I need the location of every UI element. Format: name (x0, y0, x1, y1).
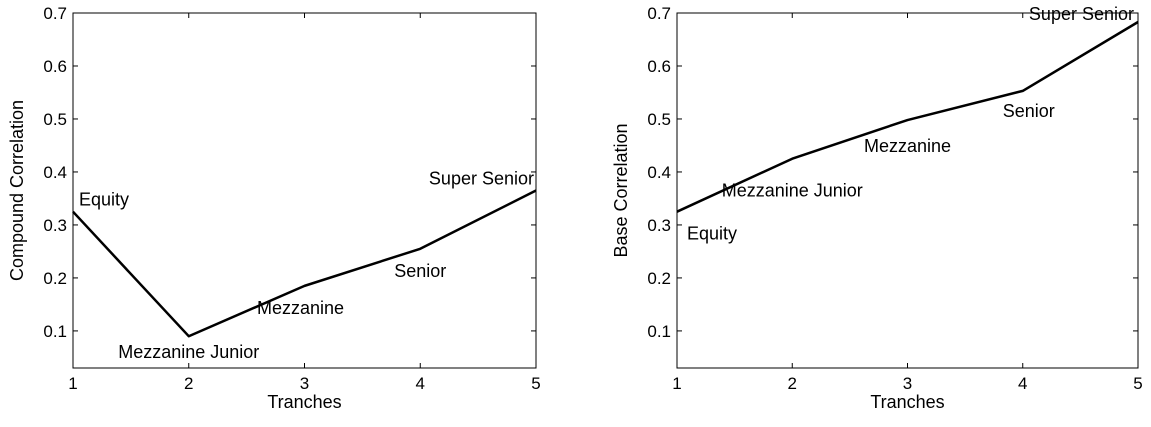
y-tick-label: 0.2 (647, 269, 671, 288)
x-tick-label: 2 (184, 374, 193, 393)
compound-correlation-chart: 1 2 3 4 5 0.1 0.2 0.3 0.4 0.5 0.6 0.7 Tranches Compou… (7, 4, 541, 412)
y-tick-label: 0.7 (43, 4, 67, 23)
y-tick-label: 0.4 (43, 163, 67, 182)
y-axis-label: Compound Correlation (7, 100, 27, 281)
series-line (676, 20, 1139, 213)
y-tick-label: 0.1 (647, 322, 671, 341)
x-tick-label: 1 (68, 374, 77, 393)
point-label-equity: Equity (79, 190, 129, 210)
y-tick-label: 0.4 (647, 163, 671, 182)
x-tick-label: 5 (531, 374, 540, 393)
point-label-super-senior: Super Senior (1029, 4, 1134, 24)
x-tick-label: 3 (903, 374, 912, 393)
y-axis-label: Base Correlation (611, 123, 631, 257)
y-tick-label: 0.7 (647, 4, 671, 23)
y-tick-label: 0.1 (43, 322, 67, 341)
x-tick-label: 4 (416, 374, 425, 393)
y-tick-label: 0.5 (647, 110, 671, 129)
x-tick-label: 2 (788, 374, 797, 393)
point-label-mezzanine-junior: Mezzanine Junior (722, 181, 863, 201)
point-label-equity: Equity (687, 224, 737, 244)
x-tick-label: 3 (300, 374, 309, 393)
y-tick-label: 0.3 (43, 216, 67, 235)
x-tick-label: 5 (1133, 374, 1142, 393)
y-tick-label: 0.3 (647, 216, 671, 235)
point-label-super-senior: Super Senior (429, 169, 534, 189)
x-axis-label: Tranches (267, 392, 341, 412)
y-tick-label: 0.2 (43, 269, 67, 288)
x-tick-label: 4 (1018, 374, 1027, 393)
series-line (72, 189, 537, 338)
point-label-mezzanine: Mezzanine (257, 298, 344, 318)
y-tick-label: 0.6 (647, 57, 671, 76)
point-label-senior: Senior (394, 261, 446, 281)
point-label-senior: Senior (1003, 101, 1055, 121)
x-axis-label: Tranches (870, 392, 944, 412)
y-tick-label: 0.5 (43, 110, 67, 129)
point-label-mezzanine: Mezzanine (864, 136, 951, 156)
base-correlation-chart: 1 2 3 4 5 0.1 0.2 0.3 0.4 0.5 0.6 0.7 Tranches Base C… (611, 4, 1143, 412)
point-label-mezzanine-junior: Mezzanine Junior (118, 342, 259, 362)
y-tick-label: 0.6 (43, 57, 67, 76)
x-tick-label: 1 (672, 374, 681, 393)
